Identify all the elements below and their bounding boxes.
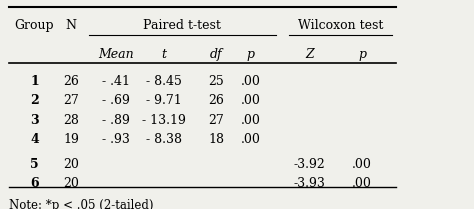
Text: 26: 26 bbox=[63, 75, 79, 88]
Text: Z: Z bbox=[306, 48, 314, 61]
Text: 27: 27 bbox=[209, 114, 224, 127]
Text: 27: 27 bbox=[63, 94, 79, 107]
Text: 20: 20 bbox=[63, 158, 79, 171]
Text: p: p bbox=[358, 48, 366, 61]
Text: 3: 3 bbox=[30, 114, 39, 127]
Text: N: N bbox=[65, 19, 76, 32]
Text: 25: 25 bbox=[209, 75, 224, 88]
Text: - .41: - .41 bbox=[102, 75, 130, 88]
Text: 6: 6 bbox=[30, 177, 39, 190]
Text: 5: 5 bbox=[30, 158, 39, 171]
Text: Wilcoxon test: Wilcoxon test bbox=[298, 19, 383, 32]
Text: Mean: Mean bbox=[99, 48, 134, 61]
Text: 18: 18 bbox=[209, 133, 225, 146]
Text: 26: 26 bbox=[209, 94, 225, 107]
Text: .00: .00 bbox=[352, 158, 372, 171]
Text: Note: *p < .05 (2-tailed): Note: *p < .05 (2-tailed) bbox=[9, 199, 154, 209]
Text: 20: 20 bbox=[63, 177, 79, 190]
Text: .00: .00 bbox=[241, 114, 261, 127]
Text: - 8.45: - 8.45 bbox=[146, 75, 182, 88]
Text: .00: .00 bbox=[241, 94, 261, 107]
Text: - 8.38: - 8.38 bbox=[146, 133, 182, 146]
Text: 1: 1 bbox=[30, 75, 39, 88]
Text: - 13.19: - 13.19 bbox=[142, 114, 186, 127]
Text: - .89: - .89 bbox=[102, 114, 130, 127]
Text: - .93: - .93 bbox=[102, 133, 130, 146]
Text: -3.93: -3.93 bbox=[294, 177, 326, 190]
Text: 4: 4 bbox=[30, 133, 39, 146]
Text: 2: 2 bbox=[30, 94, 39, 107]
Text: 19: 19 bbox=[63, 133, 79, 146]
Text: - 9.71: - 9.71 bbox=[146, 94, 182, 107]
Text: Group: Group bbox=[15, 19, 55, 32]
Text: Paired t-test: Paired t-test bbox=[144, 19, 221, 32]
Text: .00: .00 bbox=[241, 133, 261, 146]
Text: .00: .00 bbox=[352, 177, 372, 190]
Text: 28: 28 bbox=[63, 114, 79, 127]
Text: - .69: - .69 bbox=[102, 94, 130, 107]
Text: t: t bbox=[162, 48, 167, 61]
Text: p: p bbox=[246, 48, 255, 61]
Text: df: df bbox=[210, 48, 223, 61]
Text: .00: .00 bbox=[241, 75, 261, 88]
Text: -3.92: -3.92 bbox=[294, 158, 326, 171]
